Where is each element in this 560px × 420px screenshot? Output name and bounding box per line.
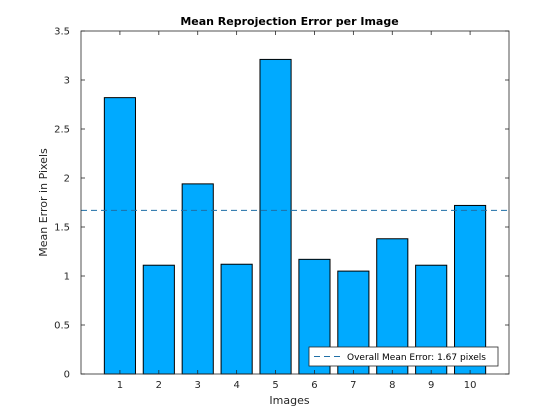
x-tick-label-6: 6 <box>311 380 317 391</box>
x-tick-label-9: 9 <box>428 380 434 391</box>
axes-box <box>80 30 510 375</box>
y-tick-label-2.5: 2.5 <box>54 125 70 136</box>
y-tick-label-0: 0 <box>64 370 70 381</box>
x-tick-label-1: 1 <box>117 380 123 391</box>
bar-1 <box>103 97 136 375</box>
bar-3 <box>181 183 214 375</box>
bar-5 <box>259 58 292 375</box>
legend-box <box>308 346 499 367</box>
bar-10 <box>454 204 487 375</box>
y-tick-label-1: 1 <box>64 272 70 283</box>
x-tick-label-3: 3 <box>195 380 201 391</box>
x-tick-label-5: 5 <box>272 380 278 391</box>
bar-2 <box>142 264 175 375</box>
x-tick-label-4: 4 <box>233 380 239 391</box>
y-tick-label-3: 3 <box>64 76 70 87</box>
y-tick-label-3.5: 3.5 <box>54 27 70 38</box>
y-ticks-layer: 0 0.5 1 1.5 2 2.5 3 3.5 <box>54 27 509 381</box>
x-ticks-layer: 1 2 3 4 5 6 7 8 9 10 <box>117 31 477 391</box>
axes-layer <box>80 30 510 375</box>
legend: Overall Mean Error: 1.67 pixels <box>308 346 499 367</box>
bars-layer <box>103 58 487 375</box>
bar-4 <box>220 263 253 375</box>
y-tick-label-2: 2 <box>64 174 70 185</box>
y-tick-label-1.5: 1.5 <box>54 223 70 234</box>
x-axis-label: Images <box>269 394 309 407</box>
legend-label: Overall Mean Error: 1.67 pixels <box>347 353 486 363</box>
y-axis-label: Mean Error in Pixels <box>37 148 50 257</box>
x-tick-label-7: 7 <box>350 380 356 391</box>
y-tick-label-0.5: 0.5 <box>54 321 70 332</box>
x-tick-label-10: 10 <box>464 380 477 391</box>
x-tick-label-8: 8 <box>389 380 395 391</box>
chart-title: Mean Reprojection Error per Image <box>180 15 398 28</box>
x-tick-label-2: 2 <box>156 380 162 391</box>
